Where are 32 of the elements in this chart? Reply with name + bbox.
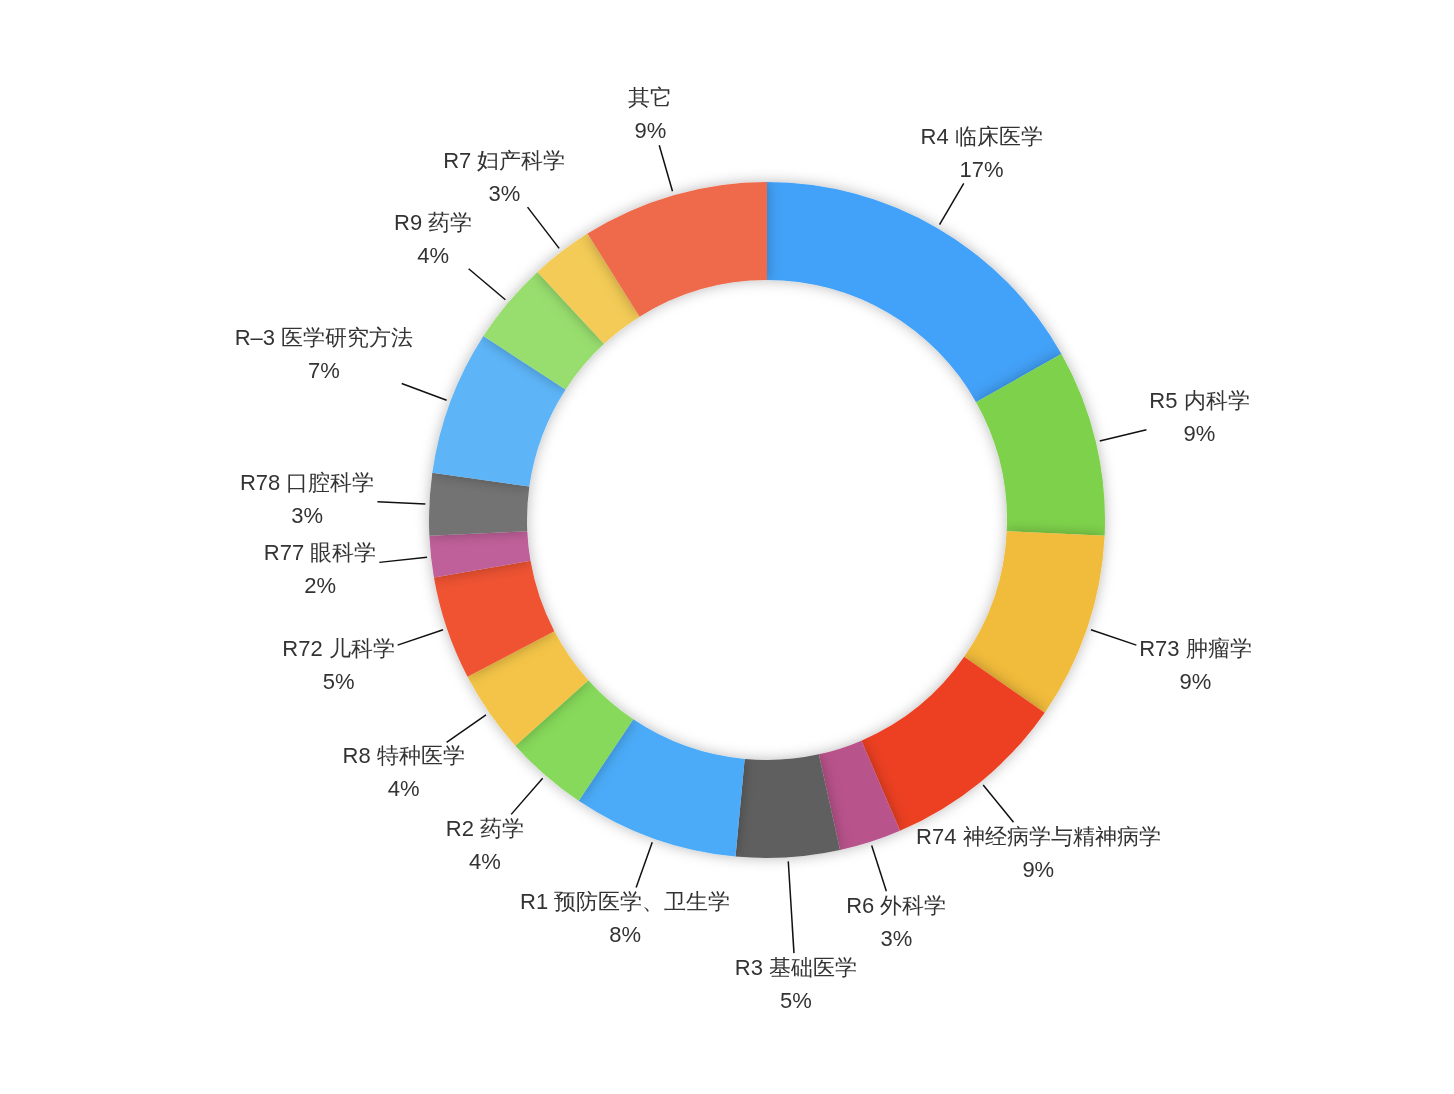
- slice-label: R8 特种医学: [342, 743, 465, 769]
- data-label: 9%: [1183, 421, 1216, 447]
- slice-label: R72 儿科学: [282, 636, 395, 662]
- slice-label: R73 肿瘤学: [1139, 636, 1252, 662]
- data-label: 9%: [1179, 669, 1212, 695]
- slice-label: R–3 医学研究方法: [234, 325, 414, 351]
- slice-label: R78 口腔科学: [239, 469, 375, 495]
- data-label: 4%: [468, 848, 501, 874]
- data-label: 4%: [387, 776, 420, 802]
- slice-label: R74 神经病学与精神病学: [916, 823, 1161, 849]
- slice-label: R1 预防医学、卫生学: [520, 889, 731, 915]
- data-label: 4%: [417, 242, 450, 268]
- slice-label: R4 临床医学: [920, 123, 1043, 149]
- slice-label: R7 妇产科学: [443, 147, 566, 173]
- data-label: 5%: [322, 669, 355, 695]
- data-label: 9%: [1022, 856, 1055, 882]
- slice-label: R77 眼科学: [263, 539, 377, 565]
- data-label: 3%: [880, 926, 913, 952]
- data-label: 3%: [291, 502, 324, 528]
- slice-label: R9 药学: [394, 209, 473, 235]
- data-label: 5%: [780, 988, 812, 1014]
- data-label: 3%: [488, 180, 521, 206]
- slice-label: R5 内科学: [1149, 388, 1250, 414]
- slice-label: R3 基础医学: [734, 955, 858, 981]
- data-label: 17%: [959, 156, 1004, 182]
- data-label: 9%: [634, 118, 667, 144]
- data-label: 2%: [304, 572, 336, 598]
- data-label: 8%: [609, 922, 642, 948]
- slice-label: 其它: [628, 85, 673, 111]
- data-label: 7%: [308, 358, 340, 384]
- slice-label: R6 外科学: [846, 893, 947, 919]
- slice-label: R2 药学: [445, 815, 525, 841]
